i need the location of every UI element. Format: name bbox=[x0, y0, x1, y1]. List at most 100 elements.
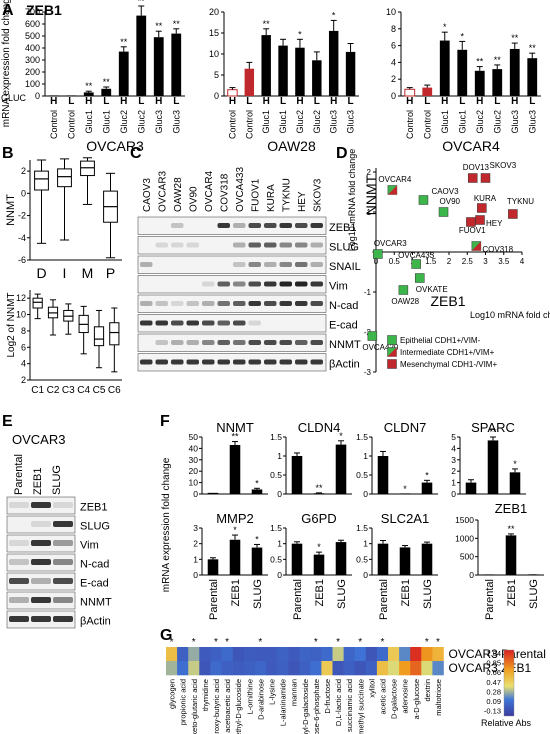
blot-protein-label: Vim bbox=[80, 540, 99, 552]
blot-band bbox=[202, 281, 215, 287]
heatmap-cell bbox=[177, 647, 189, 662]
point-label: OAW28 bbox=[391, 297, 419, 306]
scatter-point bbox=[475, 215, 485, 225]
blot-strip bbox=[137, 216, 327, 235]
heatmap-column-label: D-galactose bbox=[390, 679, 399, 719]
blot-band bbox=[31, 502, 51, 508]
blot-band bbox=[248, 340, 261, 345]
panel-letter-c: C bbox=[130, 145, 142, 162]
legend-label: Epithelial CDH1+/VIM- bbox=[400, 336, 481, 345]
tick-label: 10 bbox=[16, 310, 26, 320]
tick-label: 400 bbox=[25, 43, 40, 53]
blot-band bbox=[202, 340, 215, 345]
heatmap-column-label: L-lysine bbox=[267, 679, 276, 705]
heatmap-column-label: a-methyl-D-galactoside bbox=[301, 679, 310, 734]
scatter-point bbox=[480, 173, 491, 183]
heatmap-cell bbox=[310, 647, 322, 662]
heatmap-column-label: dextrin bbox=[423, 679, 432, 702]
heatmap-column-label: thymidine bbox=[201, 679, 210, 711]
blot-band bbox=[217, 281, 230, 287]
blot-band bbox=[53, 597, 73, 603]
colorbar bbox=[503, 649, 515, 717]
blot-band bbox=[264, 262, 277, 267]
group-label: Parental bbox=[484, 579, 496, 620]
tick-label: 1 bbox=[367, 208, 372, 217]
significance-mark: * bbox=[513, 459, 517, 469]
blot-band bbox=[217, 301, 230, 306]
group-label: C4 bbox=[77, 385, 90, 396]
blot-band bbox=[171, 320, 184, 326]
condition-label: H bbox=[50, 96, 57, 107]
blot-protein-label: ZEB1 bbox=[80, 502, 108, 514]
colorbar-tick-label: 0.47 bbox=[486, 678, 501, 687]
sample-label: Gluc2 bbox=[312, 110, 322, 134]
box bbox=[57, 168, 72, 188]
heatmap-cell bbox=[354, 661, 367, 676]
blot-strip bbox=[137, 275, 327, 294]
heatmap-cell bbox=[321, 661, 333, 676]
group-label: ZEB1 bbox=[400, 579, 412, 607]
sample-label: Gluc3 bbox=[171, 110, 181, 134]
blot-protein-label: Vim bbox=[329, 280, 348, 292]
condition-label: H bbox=[229, 96, 236, 107]
significance-mark: ** bbox=[507, 524, 515, 534]
scatter-point bbox=[411, 259, 421, 269]
scatter-point-half bbox=[471, 241, 481, 251]
blot-band bbox=[171, 359, 184, 365]
chart-title: MMP2 bbox=[216, 511, 254, 526]
blot-band bbox=[217, 223, 230, 228]
blot-lane-label: KURA bbox=[266, 184, 277, 212]
blot-band bbox=[31, 559, 51, 565]
blot-band bbox=[217, 340, 230, 345]
bar bbox=[101, 88, 112, 96]
blot-band bbox=[9, 540, 29, 546]
heatmap-cell bbox=[188, 647, 200, 662]
blot-band bbox=[53, 616, 73, 622]
tick-label: 0.5 bbox=[389, 257, 401, 266]
heatmap-cell bbox=[254, 661, 267, 676]
significance-mark: ** bbox=[263, 19, 271, 29]
heatmap-cell bbox=[432, 661, 444, 676]
blot-band bbox=[31, 521, 51, 527]
bar bbox=[457, 49, 468, 96]
blot-protein-label: SLUG bbox=[80, 521, 110, 533]
blot-band bbox=[155, 242, 168, 248]
sample-label: Gluc2 bbox=[136, 110, 146, 134]
bar bbox=[335, 542, 347, 575]
tick-label: 0.5 bbox=[356, 554, 368, 564]
bar bbox=[83, 92, 94, 96]
blot-protein-label: E-cad bbox=[80, 578, 109, 590]
blot-band bbox=[264, 340, 277, 345]
heatmap-cell bbox=[432, 647, 444, 662]
condition-label: L bbox=[348, 96, 354, 107]
blot-band bbox=[248, 359, 261, 365]
tick-label: 5 bbox=[214, 70, 219, 80]
significance-mark: ** bbox=[120, 37, 128, 47]
blot-band bbox=[248, 242, 261, 248]
blot-lane-label: COV318 bbox=[220, 173, 231, 212]
tick-label: 2 bbox=[21, 166, 26, 176]
bar bbox=[136, 15, 147, 97]
panel-letter-a: A bbox=[2, 2, 14, 19]
blot-band bbox=[171, 301, 184, 306]
sample-label: Control bbox=[49, 110, 59, 139]
scatter-point bbox=[508, 209, 518, 219]
heatmap-column-label: glycogen bbox=[168, 679, 177, 709]
chart-title: NNMT bbox=[216, 420, 254, 435]
tick-label: 5 bbox=[451, 432, 456, 442]
condition-label: L bbox=[459, 96, 465, 107]
heatmap-column-label: D-arabinose bbox=[256, 679, 265, 720]
sample-label: Control bbox=[66, 110, 76, 139]
condition-label: L bbox=[103, 96, 109, 107]
tick-label: 3 bbox=[193, 523, 198, 533]
group-label: SLUG bbox=[528, 579, 540, 609]
blot-band bbox=[9, 578, 29, 584]
heatmap-cell bbox=[166, 647, 178, 662]
condition-label: L bbox=[246, 96, 252, 107]
bar bbox=[291, 543, 303, 575]
blot-lane-label: OAW28 bbox=[173, 177, 184, 212]
heatmap-cell bbox=[388, 647, 400, 662]
bar bbox=[295, 47, 305, 96]
tick-label: -6 bbox=[18, 255, 26, 265]
legend-marker bbox=[387, 359, 397, 369]
